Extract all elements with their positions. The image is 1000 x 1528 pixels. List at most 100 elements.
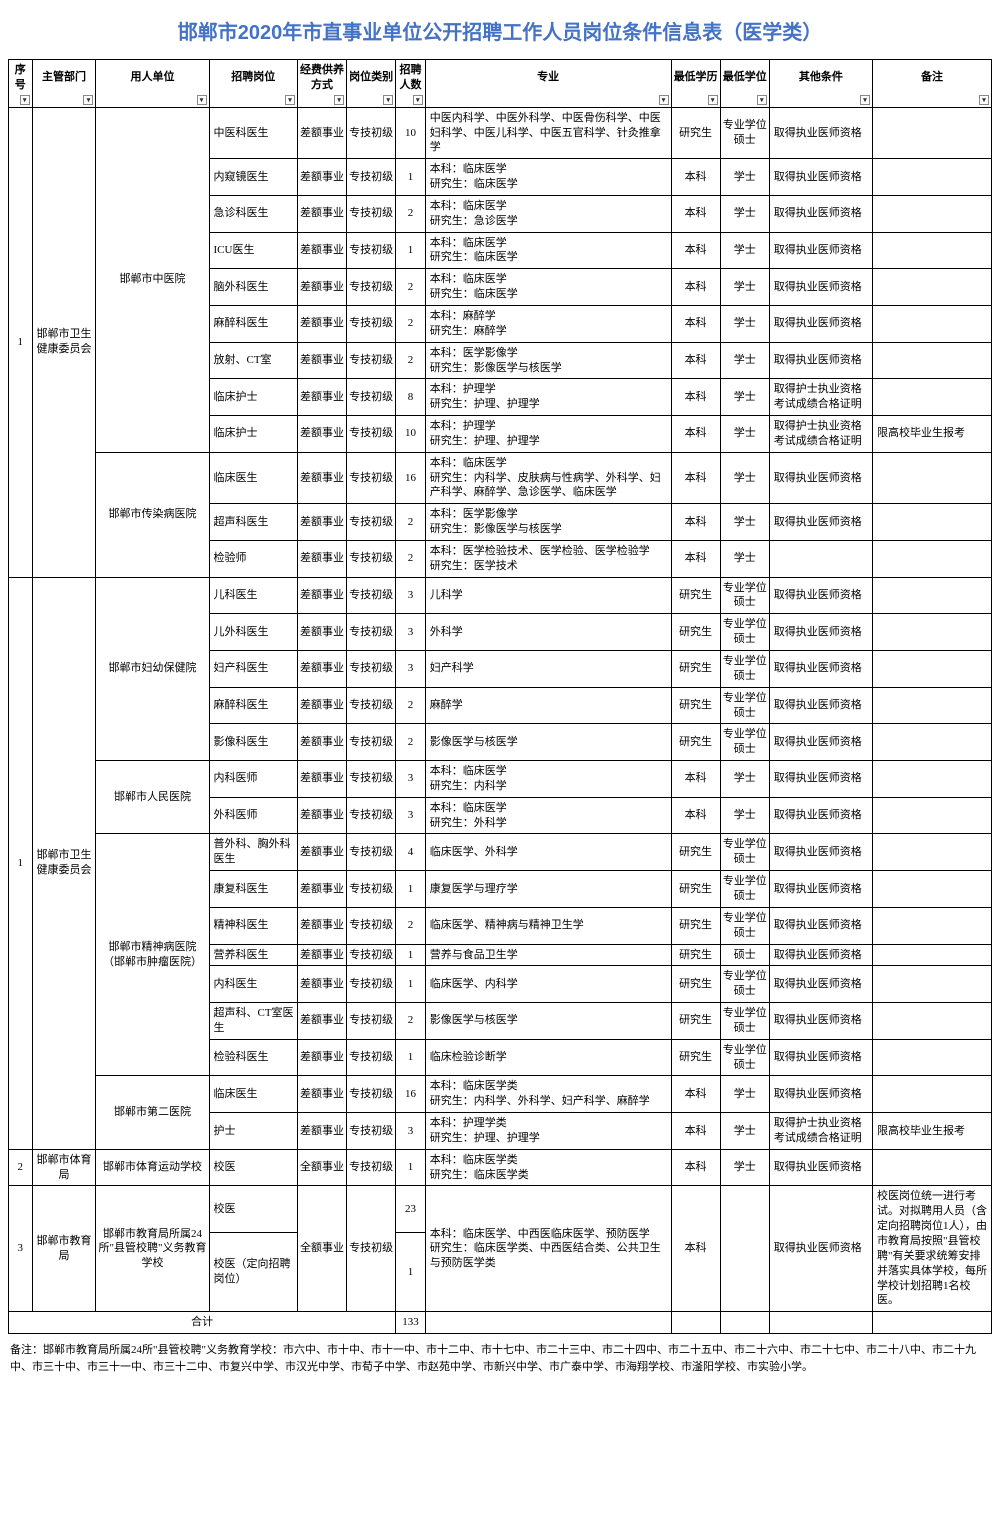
filter-icon[interactable]: ▾ — [659, 95, 669, 105]
edu: 本科 — [671, 342, 720, 379]
cat: 专技初级 — [347, 871, 396, 908]
fund: 差额事业 — [297, 159, 346, 196]
filter-icon[interactable]: ▾ — [285, 95, 295, 105]
edu: 研究生 — [671, 651, 720, 688]
other: 取得执业医师资格 — [769, 1076, 872, 1113]
filter-icon[interactable]: ▾ — [413, 95, 423, 105]
edu: 研究生 — [671, 1039, 720, 1076]
filter-icon[interactable]: ▾ — [20, 95, 30, 105]
other: 取得执业医师资格 — [769, 797, 872, 834]
post: 内窥镜医生 — [209, 159, 297, 196]
fund: 差额事业 — [297, 540, 346, 577]
major: 本科：医学检验技术、医学检验、医学检验学研究生：医学技术 — [425, 540, 671, 577]
note — [872, 614, 991, 651]
num: 3 — [396, 577, 425, 614]
edu: 研究生 — [671, 577, 720, 614]
major: 麻醉学 — [425, 687, 671, 724]
major: 本科：临床医学研究生：外科学 — [425, 797, 671, 834]
note — [872, 232, 991, 269]
fund: 差额事业 — [297, 614, 346, 651]
edu: 本科 — [671, 452, 720, 504]
post: 临床护士 — [209, 416, 297, 453]
fund: 差额事业 — [297, 907, 346, 944]
edu: 本科 — [671, 504, 720, 541]
major: 本科：临床医学类研究生：临床医学类 — [425, 1149, 671, 1186]
note — [872, 195, 991, 232]
edu: 研究生 — [671, 724, 720, 761]
post: 超声科、CT室医生 — [209, 1003, 297, 1040]
cat: 专技初级 — [347, 614, 396, 651]
cat: 专技初级 — [347, 452, 396, 504]
other: 取得执业医师资格 — [769, 342, 872, 379]
filter-icon[interactable]: ▾ — [383, 95, 393, 105]
fund: 差额事业 — [297, 577, 346, 614]
note — [872, 504, 991, 541]
unit: 邯郸市妇幼保健院 — [96, 577, 209, 760]
filter-icon[interactable]: ▾ — [708, 95, 718, 105]
other: 取得执业医师资格 — [769, 761, 872, 798]
post: 校医（定向招聘岗位） — [209, 1233, 297, 1312]
fund: 差额事业 — [297, 724, 346, 761]
fund: 差额事业 — [297, 651, 346, 688]
cat: 专技初级 — [347, 966, 396, 1003]
edu: 研究生 — [671, 871, 720, 908]
other: 取得执业医师资格 — [769, 651, 872, 688]
table-row: 2邯郸市体育局邯郸市体育运动学校校医全额事业专技初级1本科：临床医学类研究生：临… — [9, 1149, 992, 1186]
note — [872, 342, 991, 379]
deg: 专业学位硕士 — [720, 687, 769, 724]
major: 影像医学与核医学 — [425, 724, 671, 761]
unit: 邯郸市第二医院 — [96, 1076, 209, 1149]
other: 取得执业医师资格 — [769, 907, 872, 944]
deg: 专业学位硕士 — [720, 1003, 769, 1040]
post: 临床医生 — [209, 1076, 297, 1113]
filter-icon[interactable]: ▾ — [979, 95, 989, 105]
total-count: 133 — [396, 1312, 425, 1334]
fund: 差额事业 — [297, 504, 346, 541]
total-row: 合计133 — [9, 1312, 992, 1334]
major: 中医内科学、中医外科学、中医骨伤科学、中医妇科学、中医儿科学、中医五官科学、针灸… — [425, 107, 671, 159]
page-title: 邯郸市2020年市直事业单位公开招聘工作人员岗位条件信息表（医学类） — [8, 8, 992, 59]
fund: 差额事业 — [297, 687, 346, 724]
major: 临床医学、内科学 — [425, 966, 671, 1003]
seq: 1 — [9, 107, 33, 577]
other: 取得执业医师资格 — [769, 269, 872, 306]
post: 麻醉科医生 — [209, 305, 297, 342]
post: 急诊科医生 — [209, 195, 297, 232]
deg: 学士 — [720, 1149, 769, 1186]
edu: 本科 — [671, 1076, 720, 1113]
fund: 差额事业 — [297, 195, 346, 232]
filter-icon[interactable]: ▾ — [757, 95, 767, 105]
deg: 专业学位硕士 — [720, 724, 769, 761]
edu: 本科 — [671, 269, 720, 306]
deg: 硕士 — [720, 944, 769, 966]
note — [872, 379, 991, 416]
edu: 本科 — [671, 1186, 720, 1312]
edu: 本科 — [671, 232, 720, 269]
fund: 差额事业 — [297, 1039, 346, 1076]
edu: 本科 — [671, 1149, 720, 1186]
dept: 邯郸市卫生健康委员会 — [32, 577, 96, 1149]
other: 取得执业医师资格 — [769, 834, 872, 871]
fund: 差额事业 — [297, 232, 346, 269]
deg: 学士 — [720, 761, 769, 798]
note — [872, 107, 991, 159]
note — [872, 269, 991, 306]
cat: 专技初级 — [347, 651, 396, 688]
filter-icon[interactable]: ▾ — [334, 95, 344, 105]
note — [872, 761, 991, 798]
post: 麻醉科医生 — [209, 687, 297, 724]
deg: 学士 — [720, 379, 769, 416]
cat: 专技初级 — [347, 577, 396, 614]
dept: 邯郸市卫生健康委员会 — [32, 107, 96, 577]
num: 23 — [396, 1186, 425, 1233]
unit: 邯郸市精神病医院（邯郸市肿瘤医院） — [96, 834, 209, 1076]
col-header: 最低学位▾ — [720, 60, 769, 108]
edu: 本科 — [671, 379, 720, 416]
major: 外科学 — [425, 614, 671, 651]
post: 儿科医生 — [209, 577, 297, 614]
filter-icon[interactable]: ▾ — [860, 95, 870, 105]
edu: 研究生 — [671, 687, 720, 724]
filter-icon[interactable]: ▾ — [197, 95, 207, 105]
cat: 专技初级 — [347, 834, 396, 871]
filter-icon[interactable]: ▾ — [83, 95, 93, 105]
